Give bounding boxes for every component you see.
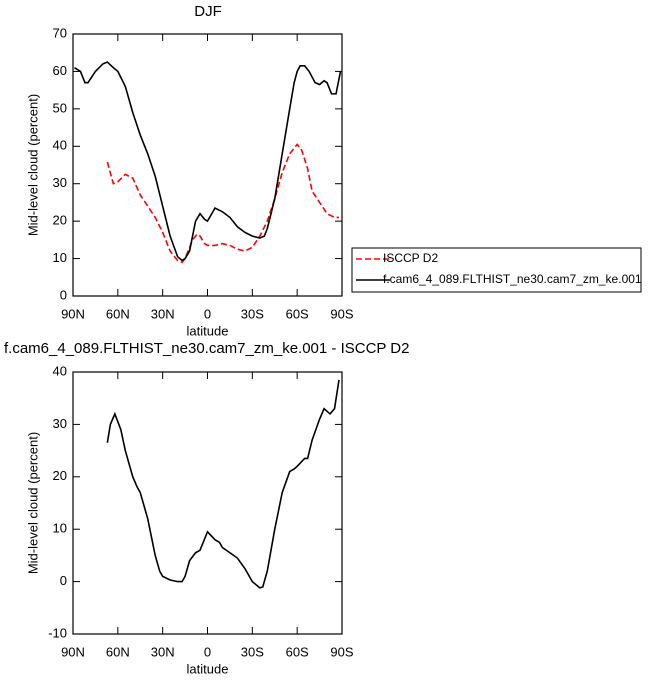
y-tick-label: -10: [48, 625, 67, 640]
x-tick-label: 0: [204, 306, 211, 321]
chart-title: DJF: [194, 3, 222, 20]
data-line: [106, 379, 340, 589]
y-tick-label: 70: [53, 25, 67, 40]
x-tick-label: 90N: [61, 644, 85, 659]
x-tick-label: 90S: [330, 644, 353, 659]
y-tick-label: 10: [53, 250, 67, 265]
x-tick-label: 30N: [151, 306, 175, 321]
plot-frame: [72, 371, 343, 635]
x-axis-label: latitude: [187, 661, 229, 676]
y-tick-label: 30: [53, 175, 67, 190]
y-tick-label: 0: [60, 287, 67, 302]
plot-frame: [72, 33, 343, 297]
legend-label: f.cam6_4_089.FLTHIST_ne30.cam7_zm_ke.001: [383, 272, 642, 286]
y-tick-label: 50: [53, 100, 67, 115]
x-tick-label: 60N: [106, 644, 130, 659]
x-tick-label: 30N: [151, 644, 175, 659]
x-tick-label: 60N: [106, 306, 130, 321]
chart-title: f.cam6_4_089.FLTHIST_ne30.cam7_zm_ke.001…: [4, 340, 409, 357]
x-axis-label: latitude: [187, 323, 229, 338]
x-tick-label: 90N: [61, 306, 85, 321]
data-line: [74, 61, 342, 262]
legend-box: [351, 247, 642, 293]
y-tick-label: 40: [53, 138, 67, 153]
y-axis-label: Mid-level cloud (percent): [25, 432, 40, 574]
y-tick-label: 30: [53, 416, 67, 431]
data-line: [106, 143, 340, 264]
x-tick-label: 0: [204, 644, 211, 659]
x-tick-label: 30S: [241, 306, 264, 321]
y-tick-label: 20: [53, 213, 67, 228]
x-tick-label: 90S: [330, 306, 353, 321]
y-tick-label: 40: [53, 363, 67, 378]
x-tick-label: 60S: [286, 644, 309, 659]
y-tick-label: 20: [53, 468, 67, 483]
legend-label: ISCCP D2: [383, 251, 438, 265]
x-tick-label: 60S: [286, 306, 309, 321]
y-axis-label: Mid-level cloud (percent): [25, 94, 40, 236]
y-tick-label: 60: [53, 63, 67, 78]
y-tick-label: 10: [53, 521, 67, 536]
x-tick-label: 30S: [241, 644, 264, 659]
y-tick-label: 0: [60, 573, 67, 588]
